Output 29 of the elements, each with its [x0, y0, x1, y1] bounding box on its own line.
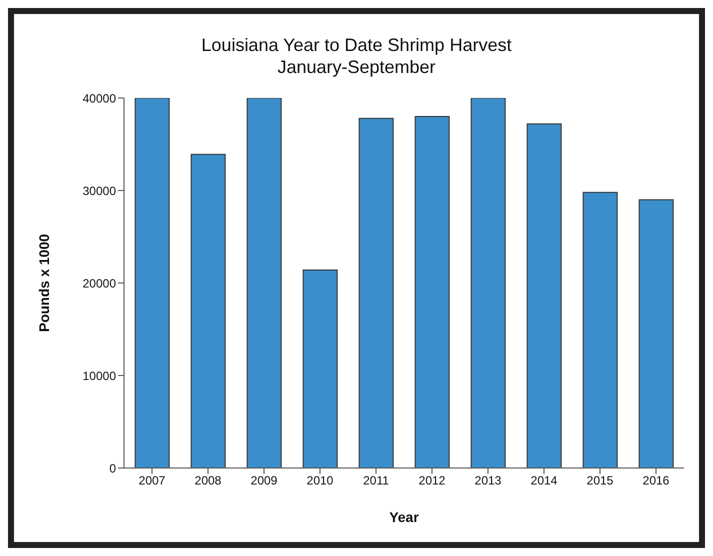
x-tick-label: 2009: [250, 474, 278, 488]
y-tick-label: 0: [109, 461, 116, 476]
x-tick-label: 2008: [194, 474, 222, 488]
bar: [470, 98, 506, 468]
bar: [638, 199, 674, 468]
y-tick-label: 30000: [82, 184, 116, 198]
chart-subtitle: January-September: [276, 56, 437, 78]
x-tick-label: 2015: [586, 474, 614, 488]
x-axis-title: Year: [389, 509, 420, 525]
bar: [246, 98, 282, 468]
x-tick-label: 2012: [418, 474, 446, 488]
x-tick-label: 2007: [138, 474, 166, 488]
y-tick-label: 20000: [82, 276, 116, 290]
bar: [302, 270, 338, 468]
chart-title: Louisiana Year to Date Shrimp Harvest: [200, 34, 513, 56]
bar: [190, 154, 226, 468]
bar: [582, 192, 618, 468]
x-tick-label: 2014: [530, 474, 558, 488]
x-tick-label: 2010: [306, 474, 334, 488]
bar: [134, 98, 170, 468]
y-tick-label: 10000: [82, 368, 116, 383]
y-axis-title: Pounds x 1000: [36, 234, 52, 332]
bar: [526, 123, 562, 468]
y-tick-label: 40000: [82, 91, 116, 106]
x-tick-label: 2013: [474, 474, 502, 488]
bar: [414, 116, 450, 468]
x-tick-label: 2011: [363, 474, 390, 488]
x-tick-label: 2016: [642, 474, 670, 488]
bar: [358, 118, 394, 468]
